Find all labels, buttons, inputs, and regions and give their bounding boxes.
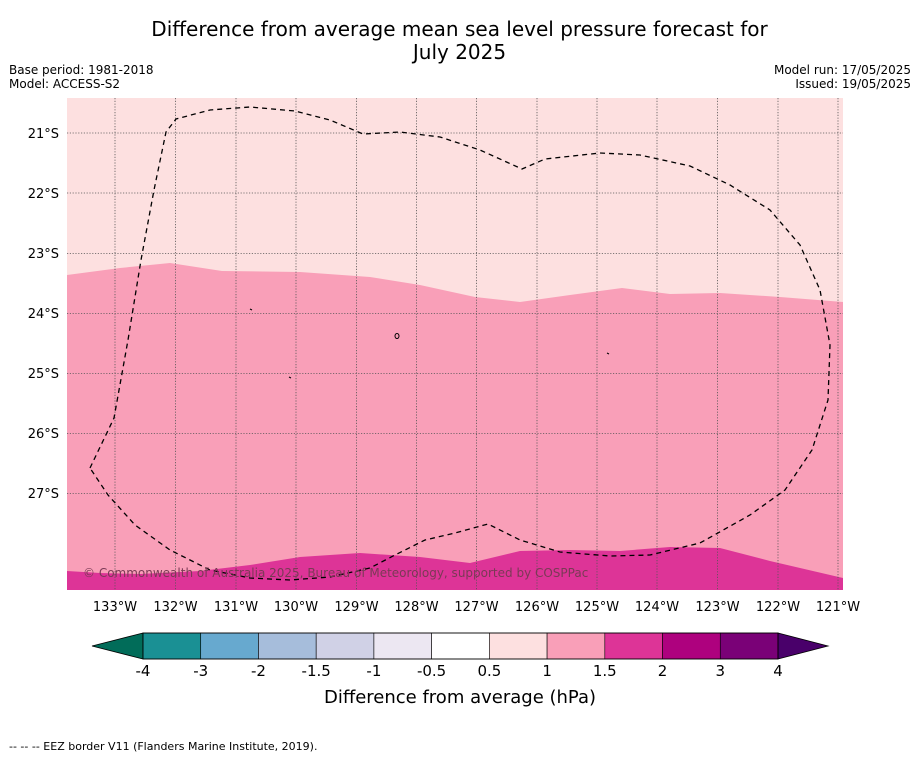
lon-label: 130°W	[274, 600, 318, 615]
longitude-gridlines	[114, 98, 839, 590]
colorbar-cell	[373, 632, 432, 660]
colorbar-frame	[142, 632, 779, 660]
colorbar-cell	[546, 632, 606, 660]
colorbar-cell	[489, 632, 548, 660]
colorbar-tick: 3	[716, 662, 726, 680]
colorbar-tick: -1.5	[302, 662, 331, 680]
colorbar-cell	[258, 632, 317, 660]
lat-label: 23°S	[28, 247, 59, 262]
colorbar-ticks: -4 -3 -2 -1.5 -1 -0.5 0.5 1 1.5 2 3 4	[136, 662, 783, 680]
lon-label: 126°W	[515, 600, 559, 615]
map-plot-area: © Commonwealth of Australia 2025, Bureau…	[67, 98, 843, 590]
lon-label: 121°W	[816, 600, 860, 615]
colorbar-label: Difference from average (hPa)	[324, 687, 596, 708]
lon-label: 123°W	[695, 600, 739, 615]
colorbar: -4 -3 -2 -1.5 -1 -0.5 0.5 1 1.5 2 3 4 Di…	[91, 632, 830, 708]
colorbar-tick: 4	[773, 662, 783, 680]
latitude-gridlines	[67, 132, 843, 494]
colorbar-tick: -1	[366, 662, 381, 680]
colorbar-cell	[142, 632, 202, 660]
anomaly-region-1-5-to-2	[67, 547, 843, 590]
lon-label: 131°W	[214, 600, 258, 615]
colorbar-cell	[719, 632, 779, 660]
colorbar-tick: -3	[193, 662, 208, 680]
issued-text: Issued: 19/05/2025	[795, 77, 911, 91]
longitude-labels: 133°W 132°W 131°W 130°W 129°W 128°W 127°…	[93, 600, 860, 615]
colorbar-tick: 0.5	[477, 662, 501, 680]
colorbar-cell	[200, 632, 259, 660]
colorbar-tick: -0.5	[417, 662, 446, 680]
copyright-text: © Commonwealth of Australia 2025, Bureau…	[83, 566, 588, 580]
colorbar-over-arrow	[777, 632, 830, 660]
lat-label: 24°S	[28, 307, 59, 322]
lon-label: 129°W	[334, 600, 378, 615]
map-title-line-2: July 2025	[412, 40, 507, 64]
eez-legend-text: -- -- -- EEZ border V11 (Flanders Marine…	[9, 740, 318, 753]
lon-label: 127°W	[454, 600, 498, 615]
colorbar-cells	[142, 632, 779, 660]
colorbar-cell	[662, 632, 721, 660]
lon-label: 125°W	[575, 600, 619, 615]
lat-label: 22°S	[28, 187, 59, 202]
eez-border	[89, 106, 831, 581]
colorbar-tick: -2	[251, 662, 266, 680]
anomaly-region-1-to-1-5	[67, 263, 843, 590]
lon-label: 132°W	[153, 600, 197, 615]
lon-label: 124°W	[635, 600, 679, 615]
lon-label: 122°W	[756, 600, 800, 615]
lon-label: 133°W	[93, 600, 137, 615]
map-meta-right: Model run: 17/05/2025 Issued: 19/05/2025	[774, 63, 911, 91]
lon-label: 128°W	[394, 600, 438, 615]
lat-label: 27°S	[28, 487, 59, 502]
colorbar-cell	[431, 632, 490, 660]
colorbar-tick: 2	[658, 662, 668, 680]
colorbar-cell	[315, 632, 375, 660]
map-title: Difference from average mean sea level p…	[0, 18, 919, 64]
map-meta-left: Base period: 1981-2018 Model: ACCESS-S2	[9, 63, 154, 91]
colorbar-tick: 1	[542, 662, 552, 680]
lat-label: 25°S	[28, 367, 59, 382]
island-markers	[249, 308, 610, 379]
map-title-line-1: Difference from average mean sea level p…	[151, 17, 768, 41]
lat-label: 21°S	[28, 127, 59, 142]
colorbar-tick: 1.5	[593, 662, 617, 680]
model-text: Model: ACCESS-S2	[9, 77, 121, 91]
model-run-text: Model run: 17/05/2025	[773, 63, 911, 77]
colorbar-cell	[604, 632, 663, 660]
latitude-labels: 21°S 22°S 23°S 24°S 25°S 26°S 27°S	[28, 127, 59, 502]
colorbar-under-arrow	[91, 632, 144, 660]
lat-label: 26°S	[28, 427, 59, 442]
colorbar-tick: -4	[136, 662, 151, 680]
base-period-text: Base period: 1981-2018	[9, 63, 154, 77]
